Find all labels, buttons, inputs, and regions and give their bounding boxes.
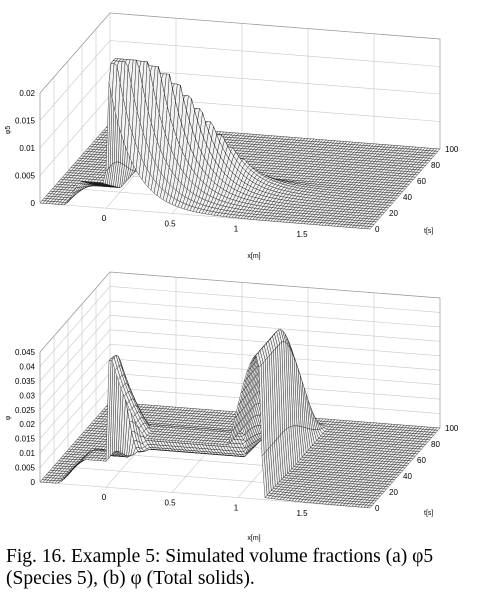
- a-ttick-label: 0: [375, 225, 380, 234]
- a-ztick-label: 0.015: [15, 117, 36, 126]
- a-ttick-label: 80: [431, 161, 440, 170]
- a-surface: [39, 58, 441, 230]
- a-tlabel: t[s]: [424, 228, 433, 235]
- a-xlabel: x[m]: [247, 253, 260, 260]
- a-xtick-label: 0.5: [164, 219, 176, 228]
- a-ttick-label: 40: [403, 193, 412, 202]
- a-ztick-label: 0.01: [19, 144, 35, 153]
- a-box-top: [39, 12, 441, 149]
- surface-plot-b: 00.0050.010.0150.020.0250.030.0350.040.0…: [5, 271, 459, 542]
- a-xtick-label: 1: [234, 225, 239, 234]
- a-ztick-label: 0: [31, 199, 36, 208]
- a-xtick-label: 0: [102, 214, 107, 223]
- a-ztick-label: 0.005: [15, 172, 36, 181]
- a-zlabel: φ5: [5, 126, 12, 135]
- a-ttick-label: 20: [389, 209, 398, 218]
- a-xtick-label: 1.5: [296, 230, 308, 239]
- a-ztick-label: 0.02: [19, 89, 35, 98]
- a-ttick-label: 100: [445, 145, 459, 154]
- surface-plot-a: 0 0.005 0.01 0.015 0.02 0 0.5 1 1.5 0 20 40 60 80 100 x…: [5, 12, 459, 260]
- a-ttick-label: 60: [417, 177, 426, 186]
